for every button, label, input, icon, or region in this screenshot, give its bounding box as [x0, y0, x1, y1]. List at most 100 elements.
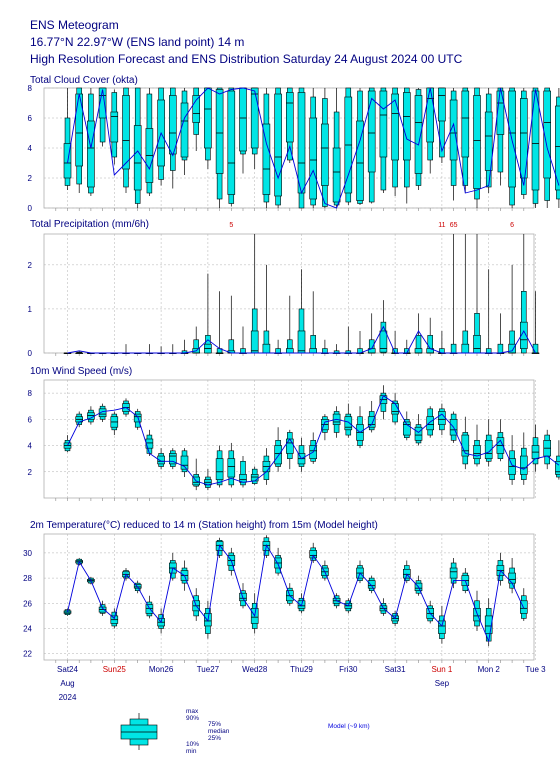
panel-title: Total Cloud Cover (okta) — [30, 75, 138, 86]
box-p25-p75 — [250, 330, 259, 354]
box-p25-p75 — [519, 321, 528, 349]
box-p25-p75 — [414, 348, 423, 354]
box-p10-p90 — [240, 460, 246, 486]
box-p25-p75 — [414, 95, 423, 174]
box-p25-p75 — [543, 90, 552, 179]
hres-line — [67, 87, 560, 209]
legend-median: median — [208, 728, 230, 735]
y-tick-label: 4 — [28, 144, 33, 153]
box-p25-p75 — [379, 330, 388, 353]
box-p25-p75 — [473, 95, 481, 189]
box-p25-p75 — [414, 426, 423, 441]
box-p25-p75 — [285, 92, 294, 143]
y-tick-label: 0 — [28, 349, 33, 358]
x-tick-label: Mon 2 — [478, 665, 501, 674]
x-tick-label: Tue27 — [197, 665, 220, 674]
box-p25-p75 — [379, 90, 388, 158]
box-p25-p75 — [402, 92, 411, 161]
x-tick-label: Tue 3 — [525, 665, 546, 674]
box-p25-p75 — [274, 93, 282, 197]
x-tick-label: Fri30 — [339, 665, 358, 674]
y-tick-label: 2 — [28, 174, 33, 183]
box-p25-p75 — [461, 90, 470, 158]
legend-min: min — [186, 748, 197, 755]
overflow-label: 5 — [229, 222, 233, 229]
box-p25-p75 — [344, 416, 353, 431]
box-p25-p75 — [367, 416, 376, 428]
box-p25-p75 — [531, 90, 540, 191]
box-p25-p75 — [449, 99, 458, 161]
panel-0: Total Cloud Cover (okta) 0 2 4 6 8 — [28, 75, 560, 213]
box-p25-p75 — [555, 105, 560, 191]
y-tick-label: 2 — [28, 261, 33, 270]
box-p25-p75 — [555, 460, 560, 475]
y-tick-label: 26 — [23, 599, 32, 608]
legend-p10: 10% — [186, 741, 199, 748]
box-p25-p75 — [484, 615, 493, 634]
box-p25-p75 — [110, 111, 119, 143]
box-p10-p90 — [450, 343, 457, 354]
panel-1: Total Precipitation (mm/6h) 0 1 2 5 11 65 6 — [28, 219, 540, 358]
box-p25-p75 — [484, 111, 493, 171]
box-p25-p75 — [250, 474, 259, 482]
box-p25-p75 — [391, 93, 399, 161]
panel-3: 2m Temperature(°C) reduced to 14 m (Stat… — [23, 520, 536, 663]
legend-p90: 90% — [186, 715, 199, 722]
panel-2: 10m Wind Speed (m/s) 2 4 6 8 — [28, 366, 560, 501]
box-p25-p75 — [98, 87, 107, 119]
x-tick-label: Sat24 — [57, 665, 78, 674]
y-tick-label: 2 — [28, 468, 33, 477]
y-tick-label: 1 — [28, 305, 33, 314]
panel-title: 10m Wind Speed (m/s) — [30, 366, 132, 377]
box-p10-p90 — [322, 348, 328, 354]
box-p25-p75 — [215, 458, 224, 480]
legend-p75: 75% — [208, 721, 221, 728]
box-p25-p75 — [285, 348, 294, 354]
x-tick-label: Thu29 — [290, 665, 313, 674]
box-p25-p75 — [508, 572, 516, 584]
box-p25-p75 — [367, 90, 376, 173]
box-p25-p75 — [449, 567, 458, 579]
hres-line — [67, 544, 525, 643]
box-p10-p90 — [275, 348, 281, 354]
box-p25-p75 — [169, 95, 177, 155]
box-p25-p75 — [473, 608, 481, 622]
box-p25-p75 — [309, 348, 318, 354]
box-p25-p75 — [250, 87, 259, 149]
box-p25-p75 — [484, 440, 493, 459]
plot-frame — [43, 533, 535, 661]
box-p25-p75 — [473, 445, 481, 459]
y-tick-label: 22 — [23, 650, 32, 659]
box-p25-p75 — [98, 408, 107, 418]
box-p25-p75 — [356, 120, 364, 201]
box-p25-p75 — [473, 335, 481, 354]
box-p25-p75 — [332, 147, 341, 203]
box-p25-p75 — [169, 453, 177, 465]
meteogram-title: ENS Meteogram — [30, 18, 119, 32]
x-tick-label: Wed28 — [242, 665, 268, 674]
y-tick-label: 28 — [23, 574, 32, 583]
box-p10-p90 — [485, 348, 492, 354]
box-p25-p75 — [122, 95, 130, 170]
box-p25-p75 — [426, 416, 435, 431]
x-tick-label: Sun25 — [103, 665, 127, 674]
x-tick-label: Sun 1 — [431, 665, 452, 674]
y-tick-label: 8 — [28, 389, 33, 398]
y-tick-label: 6 — [28, 415, 33, 424]
box-p10-p90 — [497, 343, 504, 354]
box-p25-p75 — [519, 600, 528, 614]
location-line: 16.77°N 22.97°W (ENS land point) 14 m — [30, 35, 245, 49]
x-axis: Sat24 Sun25 Mon26 Tue27 Wed28 Thu29 Fri30 Sat31… — [57, 665, 546, 702]
box-p25-p75 — [180, 455, 189, 470]
overflow-label: 6 — [510, 222, 514, 229]
box-p25-p75 — [297, 92, 306, 194]
box-p10-p90 — [240, 348, 246, 354]
box-p25-p75 — [297, 330, 306, 354]
box-p25-p75 — [426, 87, 435, 143]
box-p25-p75 — [438, 411, 446, 425]
month-label: Sep — [435, 679, 450, 688]
overflow-label: 11 — [438, 222, 445, 229]
box-p25-p75 — [227, 458, 236, 478]
